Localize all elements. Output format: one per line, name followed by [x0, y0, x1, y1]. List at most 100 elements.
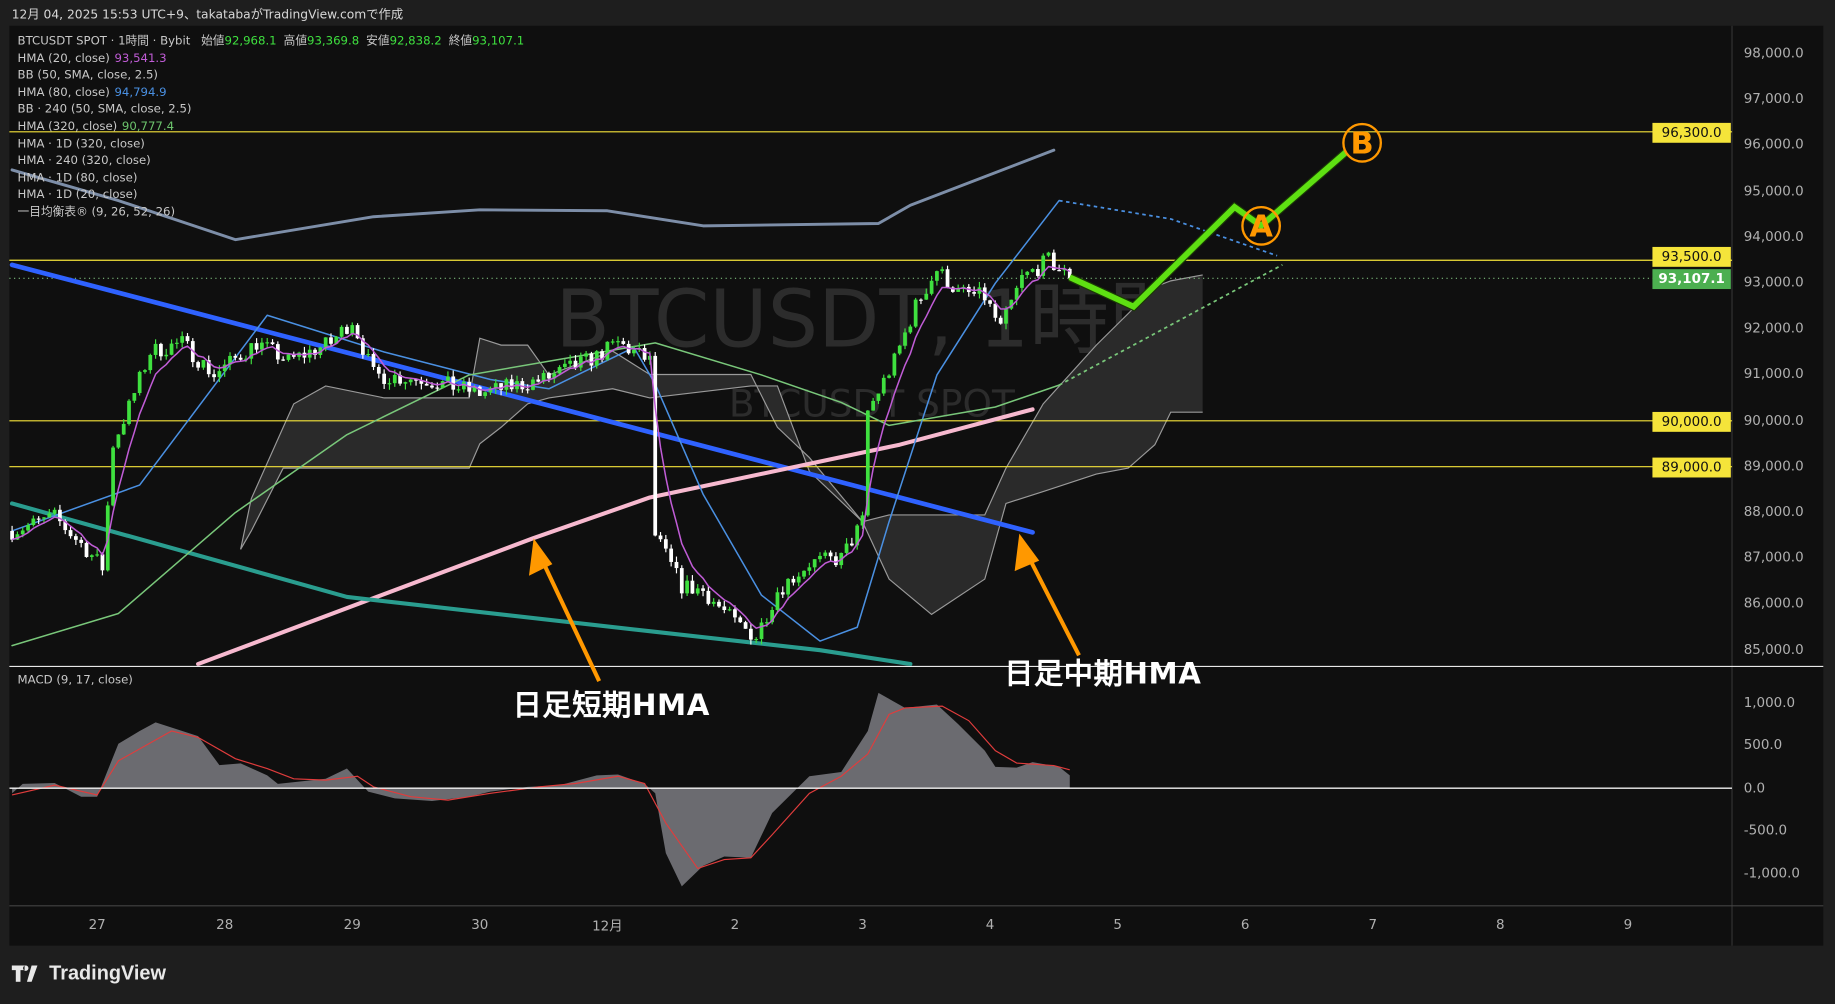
scenario-path[interactable]	[1068, 149, 1349, 311]
candle-body	[956, 287, 961, 292]
arrowhead-icon	[1014, 533, 1040, 572]
candle-body	[446, 376, 450, 382]
indicator-legend-row[interactable]: HMA (320, close) 90,777.4	[18, 119, 525, 136]
candle-body	[834, 556, 838, 566]
indicator-value: 93,541.3	[114, 52, 167, 66]
annotation-short-hma: 日足短期HMA	[512, 688, 710, 723]
arrowhead-icon	[528, 538, 553, 576]
indicator-legend-row[interactable]: 一目均衡表® (9, 26, 52, 26)	[18, 205, 525, 222]
candle-body	[313, 349, 317, 355]
hma-20[interactable]	[11, 265, 1071, 630]
arrow-short-hma[interactable]	[538, 556, 602, 682]
candle-body	[632, 349, 636, 354]
indicator-legend-row[interactable]: HMA · 1D (320, close)	[18, 136, 525, 153]
scenario-drawing[interactable]: AB	[1068, 122, 1383, 312]
tradingview-logo[interactable]: TradingView	[11, 962, 166, 985]
candle-body	[68, 530, 73, 537]
candle-body	[924, 293, 929, 300]
candle-body	[621, 341, 626, 344]
candle-body	[430, 385, 434, 388]
candle-body	[562, 363, 567, 368]
line-hma-80-close-[interactable]	[11, 199, 1060, 642]
ohlc-0: 始値92,968.1	[201, 35, 277, 48]
candle-body	[435, 387, 440, 389]
line-hma-240-320-close-[interactable]	[10, 501, 913, 666]
time-tick: 7	[1368, 916, 1378, 933]
candle-body	[382, 373, 387, 384]
time-tick: 29	[343, 916, 361, 933]
indicator-legend-row[interactable]: HMA (20, close) 93,541.3	[18, 51, 525, 68]
candle-body	[1009, 299, 1014, 309]
ohlc-label: 高値	[283, 35, 308, 48]
line-hma-1d-320-close-[interactable]	[196, 407, 1035, 666]
arrow-mid-hma[interactable]	[1024, 551, 1081, 657]
candle-body	[1014, 287, 1019, 300]
candle-body	[74, 536, 78, 540]
candle-body	[616, 341, 620, 343]
indicator-label: HMA (20, close)	[17, 52, 110, 66]
time-tick: 30	[471, 916, 489, 933]
candle-body	[42, 517, 46, 519]
scenario-point-a[interactable]	[1241, 205, 1282, 246]
candle-body	[249, 343, 254, 359]
projection-line	[1058, 199, 1278, 257]
candle-body	[780, 592, 785, 595]
snapshot-header: 12月 04, 2025 15:53 UTC+9、takatabaがTradin…	[11, 8, 404, 23]
candle-body	[807, 567, 812, 571]
candle-body	[738, 617, 743, 623]
candle-body	[403, 382, 408, 384]
macd-legend[interactable]: MACD (9, 17, close)	[17, 674, 133, 687]
time-tick: 6	[1240, 916, 1250, 933]
candle-body	[159, 343, 163, 357]
candle-body	[164, 354, 169, 357]
candle-body	[323, 337, 328, 348]
price-tick: 96,000.0	[1743, 136, 1804, 153]
price-tick: 94,000.0	[1743, 227, 1804, 245]
tradingview-logo-icon	[11, 965, 38, 982]
indicator-legend-row[interactable]: HMA · 240 (320, close)	[18, 153, 525, 170]
line-hma-320-close-[interactable]	[11, 342, 1060, 647]
candle-body	[701, 588, 705, 591]
indicator-legend-row[interactable]: BB (50, SMA, close, 2.5)	[18, 68, 525, 85]
candle-body	[361, 338, 365, 355]
candle-body	[228, 355, 232, 365]
candle-body	[903, 332, 907, 346]
indicator-label: HMA · 1D (320, close)	[17, 137, 145, 151]
candle-body	[791, 578, 796, 583]
macd-tick: -1,000.0	[1743, 864, 1800, 881]
line-hma-1d-80-close-[interactable]	[9, 262, 1035, 535]
scenario-point-b[interactable]	[1342, 122, 1383, 163]
price-tick: 98,000.0	[1743, 44, 1804, 61]
candle-body	[79, 539, 84, 543]
candle-body	[812, 559, 817, 568]
candle-body	[600, 351, 604, 360]
time-tick: 9	[1623, 916, 1633, 933]
candle-body	[254, 343, 259, 350]
candle-body	[929, 280, 934, 294]
indicator-legend-row[interactable]: HMA · 1D (80, close)	[18, 171, 525, 188]
legend-symbol-row[interactable]: BTCUSDT SPOT · 1時間 · Bybit 始値92,968.1 高値9…	[18, 34, 525, 51]
macd-tick: 0.0	[1743, 778, 1766, 796]
cloud-fill	[240, 274, 1203, 615]
time-tick: 5	[1113, 916, 1122, 933]
candle-body	[1030, 269, 1035, 272]
candle-body	[398, 374, 402, 384]
candle-body	[913, 299, 918, 327]
axis-separators	[9, 25, 1824, 946]
indicator-legend-row[interactable]: HMA (80, close) 94,794.9	[18, 85, 525, 102]
candle-body	[594, 351, 599, 366]
line-bb-240-50-sma-close-2-5-[interactable]	[10, 148, 1056, 242]
indicator-legend-row[interactable]: HMA · 1D (20, close)	[18, 188, 525, 205]
candle-body	[605, 341, 610, 360]
candle-body	[754, 638, 759, 641]
candle-body	[265, 342, 270, 344]
time-tick: 2	[730, 916, 740, 933]
candle-body	[275, 344, 280, 360]
annotation-arrows[interactable]	[528, 533, 1081, 682]
candle-body	[387, 383, 392, 385]
price-tick: 89,000.0	[1743, 457, 1804, 474]
indicator-legend-row[interactable]: BB · 240 (50, SMA, close, 2.5)	[18, 102, 525, 119]
candle-body	[844, 543, 849, 553]
